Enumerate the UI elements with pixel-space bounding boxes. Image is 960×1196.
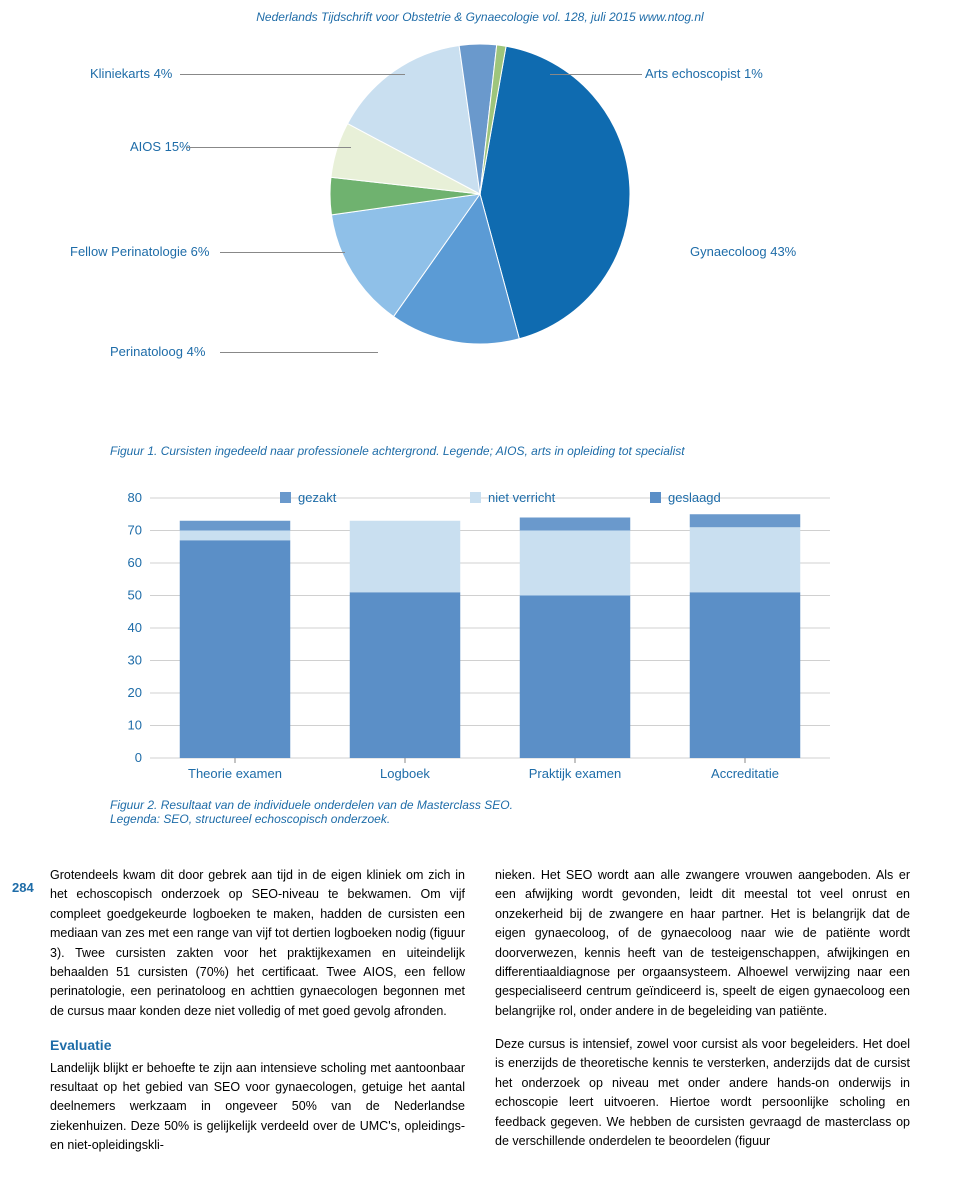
svg-text:40: 40 bbox=[128, 620, 142, 635]
svg-text:Logboek: Logboek bbox=[380, 766, 430, 781]
pie-label-fellow: Fellow Perinatologie 6% bbox=[70, 244, 209, 259]
svg-text:Accreditatie: Accreditatie bbox=[711, 766, 779, 781]
pie-label-arts-echoscopist: Arts echoscopist 1% bbox=[645, 66, 763, 81]
svg-text:20: 20 bbox=[128, 685, 142, 700]
svg-text:Praktijk examen: Praktijk examen bbox=[529, 766, 621, 781]
figure2-caption: Figuur 2. Resultaat van de individuele o… bbox=[110, 798, 910, 826]
section-heading-evaluatie: Evaluatie bbox=[50, 1035, 465, 1057]
body-paragraph: nieken. Het SEO wordt aan alle zwangere … bbox=[495, 866, 910, 1021]
svg-text:30: 30 bbox=[128, 653, 142, 668]
svg-text:Theorie examen: Theorie examen bbox=[188, 766, 282, 781]
svg-text:geslaagd: geslaagd bbox=[668, 490, 721, 505]
figure2-bar-chart: 0 10 20 30 40 50 60 70 80 gezakt niet verricht gesl… bbox=[110, 488, 910, 788]
svg-text:80: 80 bbox=[128, 490, 142, 505]
body-paragraph: Grotendeels kwam dit door gebrek aan tij… bbox=[50, 866, 465, 1021]
journal-header: Nederlands Tijdschrift voor Obstetrie & … bbox=[50, 0, 910, 44]
svg-text:70: 70 bbox=[128, 523, 142, 538]
svg-text:60: 60 bbox=[128, 555, 142, 570]
body-paragraph: Landelijk blijkt er behoefte te zijn aan… bbox=[50, 1059, 465, 1156]
pie-label-aios: AIOS 15% bbox=[130, 139, 191, 154]
pie-label-kliniekarts: Kliniekarts 4% bbox=[90, 66, 172, 81]
page-number: 284 bbox=[12, 880, 34, 895]
svg-text:niet verricht: niet verricht bbox=[488, 490, 556, 505]
svg-text:gezakt: gezakt bbox=[298, 490, 337, 505]
pie-label-perinatoloog: Perinatoloog 4% bbox=[110, 344, 205, 359]
column-right: nieken. Het SEO wordt aan alle zwangere … bbox=[495, 866, 910, 1156]
pie-label-gynaecoloog: Gynaecoloog 43% bbox=[690, 244, 796, 259]
figure1-caption: Figuur 1. Cursisten ingedeeld naar profe… bbox=[110, 444, 910, 458]
svg-text:50: 50 bbox=[128, 588, 142, 603]
bar-svg: 0 10 20 30 40 50 60 70 80 gezakt niet verricht gesl… bbox=[110, 488, 840, 788]
svg-text:0: 0 bbox=[135, 750, 142, 765]
body-columns: Grotendeels kwam dit door gebrek aan tij… bbox=[50, 866, 910, 1156]
figure1-pie-chart: Kliniekarts 4% Arts echoscopist 1% AIOS … bbox=[50, 44, 910, 414]
column-left: Grotendeels kwam dit door gebrek aan tij… bbox=[50, 866, 465, 1156]
svg-text:10: 10 bbox=[128, 718, 142, 733]
body-paragraph: Deze cursus is intensief, zowel voor cur… bbox=[495, 1035, 910, 1151]
pie-svg bbox=[330, 44, 630, 344]
